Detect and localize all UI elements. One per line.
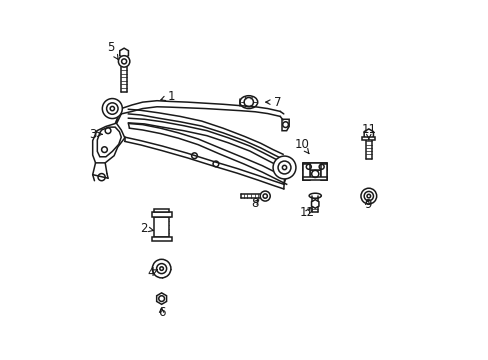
- Polygon shape: [120, 48, 128, 58]
- Polygon shape: [156, 293, 166, 304]
- Circle shape: [102, 99, 122, 118]
- Circle shape: [360, 188, 376, 204]
- Text: 3: 3: [89, 128, 102, 141]
- Circle shape: [272, 156, 295, 179]
- Ellipse shape: [308, 193, 321, 198]
- Bar: [303, 177, 326, 180]
- Text: 4: 4: [147, 266, 157, 279]
- Text: 1: 1: [161, 90, 175, 103]
- Text: 5: 5: [107, 41, 118, 60]
- Bar: [151, 212, 171, 217]
- Text: 10: 10: [294, 138, 308, 154]
- Circle shape: [260, 191, 270, 201]
- Text: 8: 8: [251, 197, 258, 210]
- Bar: [320, 164, 326, 180]
- Ellipse shape: [240, 96, 257, 109]
- Circle shape: [118, 56, 130, 67]
- Polygon shape: [311, 200, 318, 208]
- Bar: [154, 217, 168, 237]
- Text: 6: 6: [158, 306, 165, 319]
- Bar: [362, 137, 374, 140]
- Text: 11: 11: [361, 123, 376, 139]
- Bar: [154, 209, 168, 212]
- Bar: [303, 164, 309, 180]
- Text: 12: 12: [299, 206, 314, 219]
- Circle shape: [152, 259, 171, 278]
- Bar: [303, 163, 326, 170]
- Text: 9: 9: [363, 198, 371, 211]
- Text: 7: 7: [265, 96, 281, 109]
- Text: 2: 2: [140, 222, 153, 235]
- Polygon shape: [364, 129, 373, 140]
- Bar: [151, 237, 171, 241]
